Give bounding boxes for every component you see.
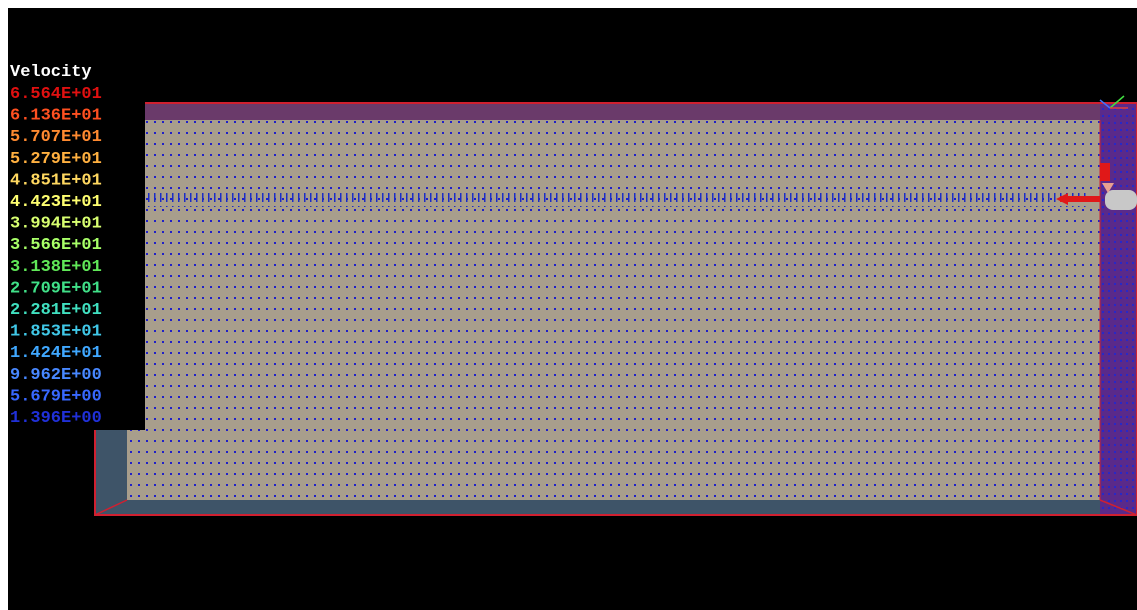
legend-label: 3.566E+01 bbox=[10, 236, 102, 255]
legend-label: 4.423E+01 bbox=[10, 193, 102, 212]
legend-title: Velocity bbox=[10, 63, 92, 82]
legend-label: 5.279E+01 bbox=[10, 150, 102, 169]
legend-label: 2.709E+01 bbox=[10, 279, 102, 298]
legend-label: 3.138E+01 bbox=[10, 258, 102, 277]
legend-label: 1.424E+01 bbox=[10, 344, 102, 363]
legend-label: 4.851E+01 bbox=[10, 171, 102, 190]
legend-label: 5.707E+01 bbox=[10, 128, 102, 147]
legend-label: 6.564E+01 bbox=[10, 85, 102, 104]
nozzle bbox=[1105, 190, 1137, 210]
velocity-vectors bbox=[127, 120, 1100, 500]
viewport: Velocity 6.564E+01 6.136E+01 5.707E+01 5.27… bbox=[8, 8, 1137, 610]
legend-label: 6.136E+01 bbox=[10, 107, 102, 126]
legend-label: 1.853E+01 bbox=[10, 323, 102, 342]
legend-label: 3.994E+01 bbox=[10, 215, 102, 234]
top-face bbox=[95, 103, 1137, 120]
legend-label: 5.679E+00 bbox=[10, 387, 102, 406]
legend-label: 2.281E+01 bbox=[10, 301, 102, 320]
bottom-face bbox=[95, 500, 1137, 515]
legend-label: 9.962E+00 bbox=[10, 366, 102, 385]
domain bbox=[95, 103, 1137, 515]
inlet-marker bbox=[1100, 163, 1110, 181]
legend-label: 1.396E+00 bbox=[10, 409, 102, 428]
page: {"legend": {"title": "Velocity", "items"… bbox=[0, 0, 1137, 610]
jet-vectors bbox=[127, 193, 1087, 207]
